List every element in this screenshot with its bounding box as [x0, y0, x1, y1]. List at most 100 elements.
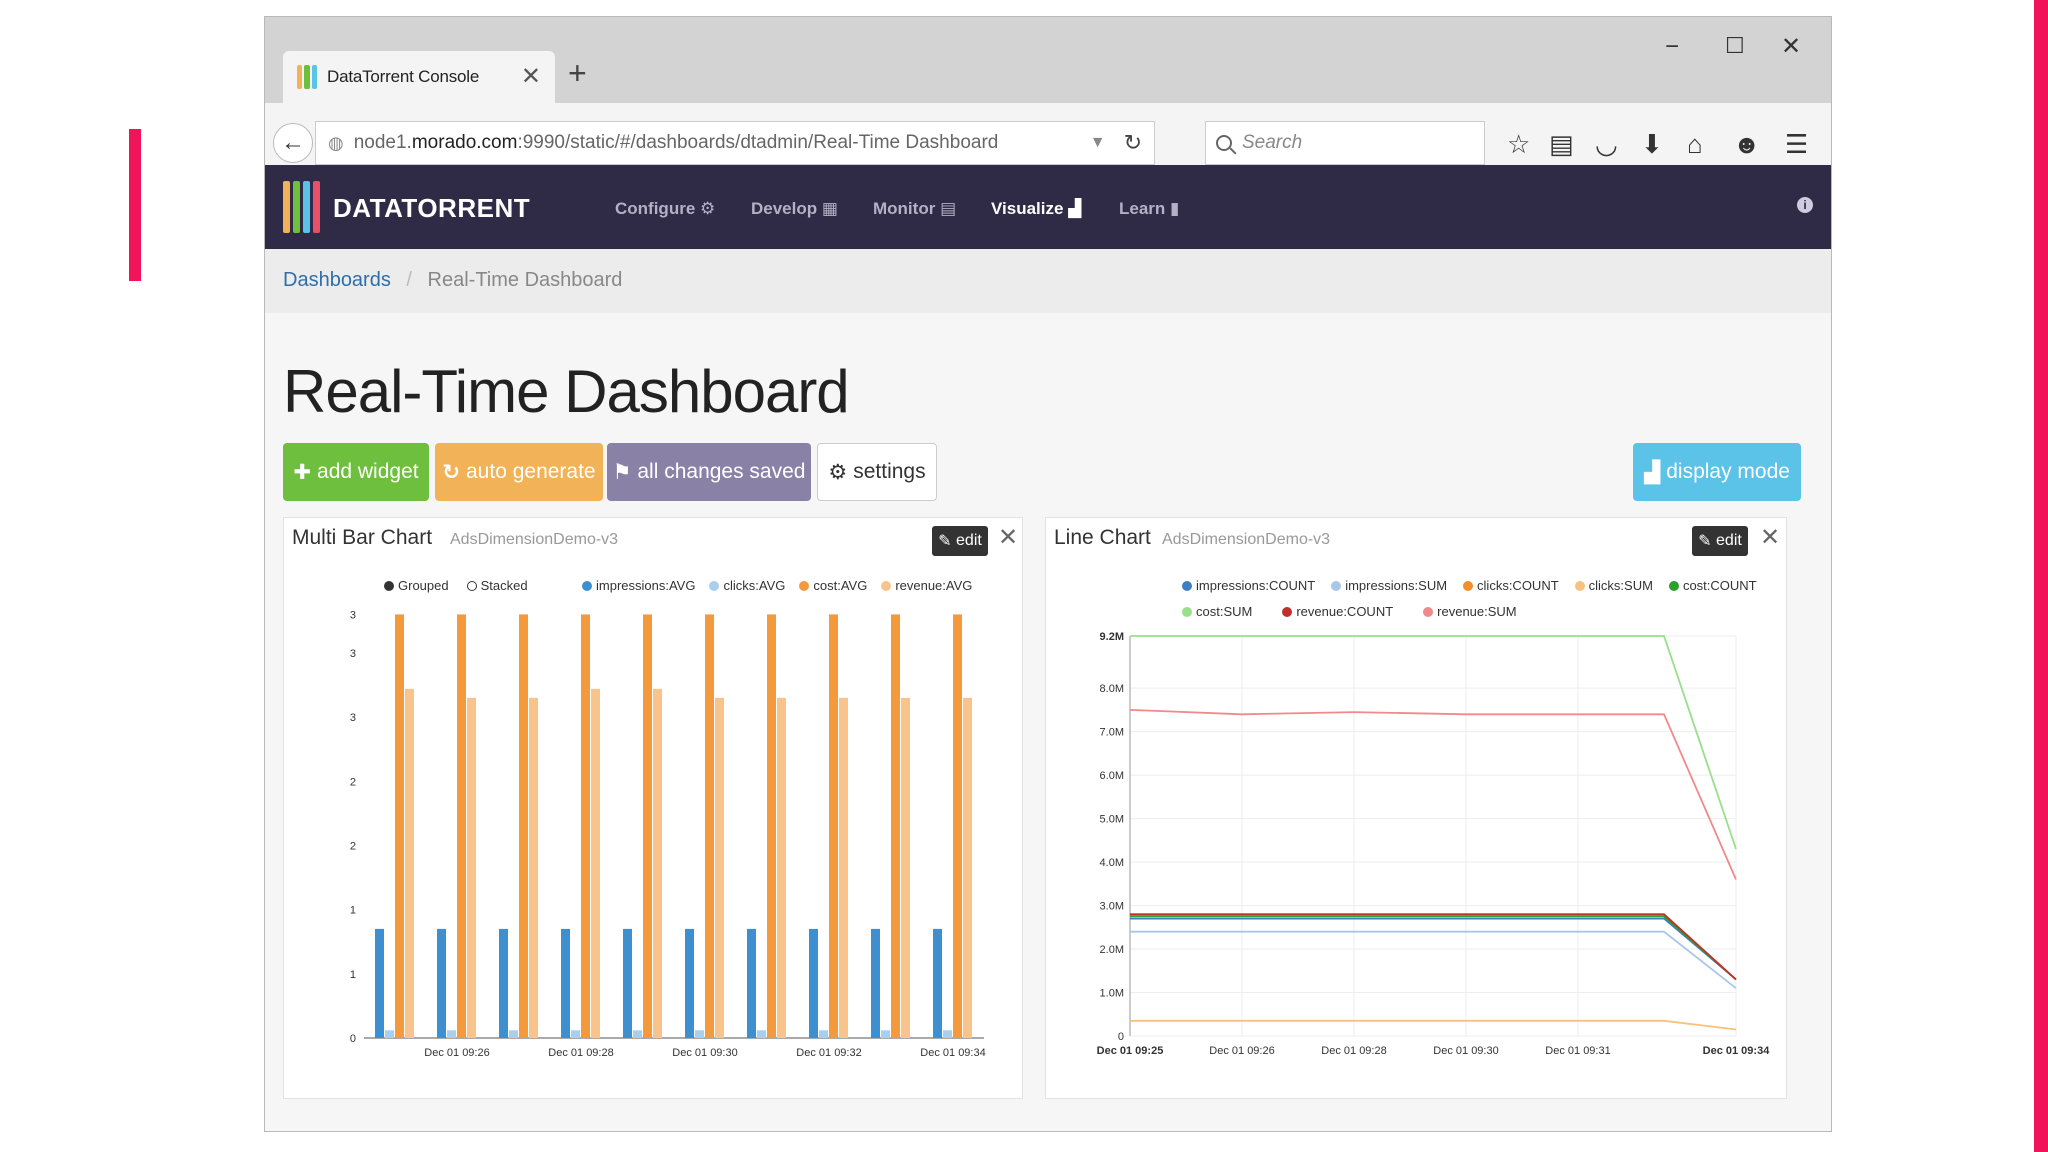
series-line — [1130, 917, 1737, 981]
back-arrow-icon[interactable]: ← — [273, 123, 313, 163]
settings-button[interactable]: ⚙ settings — [817, 443, 937, 501]
bar-legend-item[interactable]: clicks:AVG — [709, 578, 785, 593]
bar — [695, 1030, 704, 1038]
bar — [705, 614, 714, 1038]
reload-icon[interactable]: ↻ — [1123, 130, 1142, 155]
legend-swatch — [1282, 606, 1293, 617]
bar — [839, 697, 848, 1038]
monitor-icon: ▤ — [940, 199, 957, 218]
widget-title: Multi Bar Chart — [292, 526, 433, 549]
brand-name: DATATORRENT — [333, 193, 531, 223]
emoji-icon[interactable]: ☻ — [1733, 129, 1761, 159]
grouped-option[interactable]: Grouped — [384, 578, 449, 593]
bar — [529, 697, 538, 1038]
legend-label: clicks:COUNT — [1477, 578, 1559, 593]
line-legend-item[interactable]: impressions:COUNT — [1182, 578, 1315, 593]
tab-strip: DataTorrent Console ✕ + − ☐ ✕ — [265, 17, 1831, 103]
add-widget-button[interactable]: ✚ add widget — [283, 443, 429, 501]
all-changes-saved-button[interactable]: ⚑ all changes saved — [607, 443, 811, 501]
refresh-icon: ↻ — [442, 460, 460, 484]
x-tick-label: Dec 01 09:32 — [796, 1047, 861, 1059]
legend-label: impressions:AVG — [596, 578, 696, 593]
bar — [829, 614, 838, 1038]
bar-chart-icon: ▟ — [1644, 460, 1661, 484]
bar — [457, 614, 466, 1038]
menu-learn[interactable]: Learn ▮ — [1119, 199, 1180, 218]
maximize-icon[interactable]: ☐ — [1725, 33, 1745, 58]
bar — [643, 614, 652, 1038]
save-flag-icon: ⚑ — [612, 460, 632, 484]
bar — [757, 1030, 766, 1038]
bar-chart-icon: ▟ — [1068, 199, 1082, 218]
pocket-icon[interactable]: ◡ — [1595, 129, 1618, 159]
legend-swatch — [1668, 580, 1679, 591]
y-tick-label: 0 — [350, 1033, 356, 1045]
legend-label: revenue:SUM — [1437, 604, 1517, 619]
legend-swatch — [1463, 580, 1474, 591]
close-widget-icon[interactable]: ✕ — [1760, 524, 1781, 551]
bar — [715, 697, 724, 1038]
bar-legend-item[interactable]: revenue:AVG — [881, 578, 972, 593]
bar — [777, 697, 786, 1038]
edit-widget-button[interactable]: ✎ edit — [1692, 526, 1748, 556]
bar — [871, 928, 880, 1038]
menu-develop[interactable]: Develop ▦ — [751, 199, 838, 218]
browser-tab[interactable]: DataTorrent Console ✕ — [283, 51, 555, 103]
legend-label: revenue:AVG — [895, 578, 973, 593]
bar — [405, 688, 414, 1038]
line-legend-item[interactable]: cost:COUNT — [1668, 578, 1757, 593]
series-line — [1130, 915, 1737, 981]
legend-swatch — [881, 580, 892, 591]
bar — [509, 1030, 518, 1038]
x-tick-label: Dec 01 09:30 — [1433, 1045, 1498, 1057]
display-mode-button[interactable]: ▟ display mode — [1633, 443, 1801, 501]
legend-label: cost:AVG — [813, 578, 868, 593]
search-input[interactable]: Search — [1205, 121, 1485, 165]
bar — [591, 688, 600, 1038]
hamburger-menu-icon[interactable]: ☰ — [1785, 129, 1809, 159]
url-dropdown-icon[interactable]: ▼ — [1089, 134, 1106, 151]
bar — [581, 614, 590, 1038]
clipboard-icon[interactable]: ▤ — [1549, 129, 1574, 159]
bar-legend-item[interactable]: impressions:AVG — [582, 578, 695, 593]
y-tick-label: 1 — [350, 905, 356, 917]
line-legend-item[interactable]: revenue:SUM — [1423, 604, 1517, 619]
new-tab-button[interactable]: + — [568, 55, 587, 91]
auto-generate-button[interactable]: ↻ auto generate — [435, 443, 603, 501]
line-legend-item[interactable]: impressions:SUM — [1331, 578, 1447, 593]
bar-legend-item[interactable]: cost:AVG — [799, 578, 867, 593]
home-icon[interactable]: ⌂ — [1687, 129, 1703, 159]
bar — [809, 928, 818, 1038]
close-tab-icon[interactable]: ✕ — [520, 63, 541, 90]
search-icon — [1216, 135, 1232, 151]
minimize-icon[interactable]: − — [1665, 33, 1680, 60]
y-tick-label: 5.0M — [1100, 814, 1124, 826]
line-legend-item[interactable]: revenue:COUNT — [1282, 604, 1393, 619]
widget-source: AdsDimensionDemo-v3 — [1162, 531, 1331, 548]
tab-title: DataTorrent Console — [327, 67, 480, 86]
line-legend-item[interactable]: clicks:COUNT — [1463, 578, 1559, 593]
close-widget-icon[interactable]: ✕ — [998, 524, 1019, 551]
accent-bar — [129, 129, 141, 281]
multi-bar-chart: 0 1 1 2 2 3 3 3 Dec 01 09:26 Dec 01 09:28 Dec 01 0… — [350, 609, 986, 1059]
menu-configure[interactable]: Configure ⚙ — [615, 199, 716, 218]
y-tick-label: 8.0M — [1100, 683, 1124, 695]
widget-source: AdsDimensionDemo-v3 — [450, 531, 619, 548]
edit-widget-button[interactable]: ✎ edit — [932, 526, 988, 556]
site-info-icon[interactable]: ◍ — [328, 132, 344, 153]
bookmark-star-icon[interactable]: ☆ — [1507, 129, 1531, 159]
plus-icon: ✚ — [293, 460, 312, 484]
url-bar[interactable]: ◍ node1.morado.com:9990/static/#/dashboa… — [315, 121, 1155, 165]
bar — [447, 1030, 456, 1038]
line-legend-item[interactable]: cost:SUM — [1182, 604, 1252, 619]
download-icon[interactable]: ⬇ — [1641, 129, 1663, 159]
menu-monitor[interactable]: Monitor ▤ — [873, 199, 957, 218]
window-close-icon[interactable]: ✕ — [1781, 33, 1802, 60]
series-line — [1130, 1019, 1737, 1031]
browser-navbar: ← ◍ node1.morado.com:9990/static/#/dashb… — [265, 103, 1831, 183]
info-icon[interactable]: i — [1797, 197, 1813, 213]
line-legend-item[interactable]: clicks:SUM — [1574, 578, 1653, 593]
menu-visualize[interactable]: Visualize ▟ — [991, 199, 1082, 218]
breadcrumb-dashboards-link[interactable]: Dashboards — [283, 269, 391, 291]
stacked-option[interactable]: Stacked — [466, 578, 528, 593]
